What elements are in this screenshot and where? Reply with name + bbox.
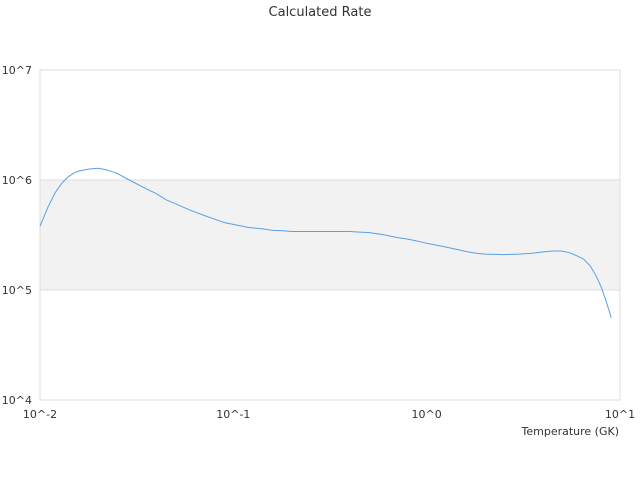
x-axis-label: Temperature (GK) [521, 425, 620, 438]
x-tick-label: 10^-2 [23, 408, 57, 421]
y-tick-label: 10^4 [2, 394, 32, 407]
x-tick-label: 10^0 [412, 408, 442, 421]
x-tick-label: 10^-1 [216, 408, 250, 421]
y-tick-label: 10^7 [2, 64, 32, 77]
chart-title: Calculated Rate [269, 5, 372, 20]
y-tick-label: 10^5 [2, 284, 32, 297]
y-tick-label: 10^6 [2, 174, 32, 187]
x-tick-label: 10^1 [605, 408, 635, 421]
shaded-band [40, 180, 620, 290]
series-line [39, 167, 612, 318]
plot-area: 10^4 10^5 10^6 10^7 10^-2 10^-1 10^0 10^1 [2, 64, 635, 421]
